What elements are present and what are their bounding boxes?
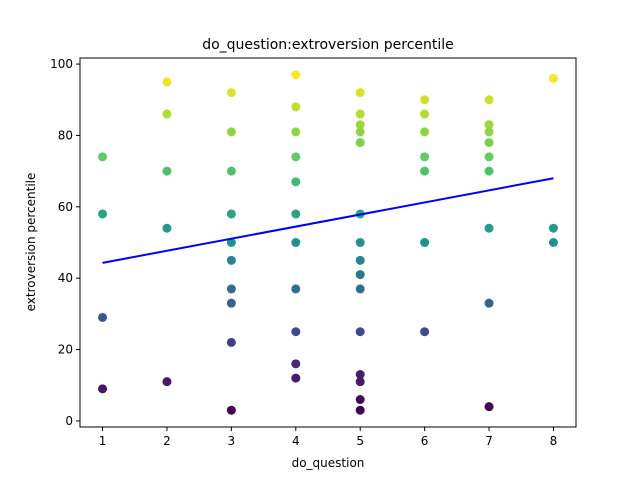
data-point xyxy=(226,284,236,294)
data-point xyxy=(548,73,558,83)
x-tick-label: 2 xyxy=(163,434,171,448)
data-point xyxy=(291,359,301,369)
data-point xyxy=(226,88,236,98)
data-point xyxy=(162,223,172,233)
x-tick-label: 6 xyxy=(421,434,429,448)
y-tick-label: 20 xyxy=(58,343,73,357)
data-point xyxy=(484,402,494,412)
data-point xyxy=(226,209,236,219)
data-point xyxy=(226,337,236,347)
data-point xyxy=(291,152,301,162)
data-point xyxy=(420,127,430,137)
y-axis-ticks: 0 20 40 60 80 100 xyxy=(50,57,80,428)
data-point xyxy=(291,284,301,294)
data-point xyxy=(98,384,108,394)
data-point xyxy=(162,77,172,87)
trendline-layer xyxy=(102,177,554,264)
data-point xyxy=(420,95,430,105)
data-point xyxy=(226,238,236,247)
data-point xyxy=(355,377,365,387)
data-point xyxy=(162,166,172,176)
plot-frame xyxy=(79,57,577,428)
x-tick-label: 5 xyxy=(356,434,364,448)
data-point xyxy=(291,102,301,112)
data-point xyxy=(226,255,236,265)
data-point xyxy=(291,238,301,247)
data-point xyxy=(226,166,236,176)
data-point xyxy=(355,88,365,98)
data-point xyxy=(355,370,365,380)
data-point xyxy=(162,377,172,387)
data-point xyxy=(355,109,365,119)
data-point xyxy=(484,223,494,233)
y-tick-label: 60 xyxy=(58,200,73,214)
x-tick-label: 4 xyxy=(292,434,300,448)
data-point xyxy=(484,138,494,148)
data-point xyxy=(355,327,365,337)
y-axis-label: extroversion percentile xyxy=(24,173,38,312)
data-point xyxy=(484,298,494,308)
data-point xyxy=(355,127,365,137)
x-tick-label: 8 xyxy=(550,434,558,448)
y-tick-label: 100 xyxy=(50,57,73,71)
data-point xyxy=(226,405,236,415)
data-point xyxy=(484,127,494,137)
data-point xyxy=(291,327,301,337)
chart-title: do_question:extroversion percentile xyxy=(202,37,454,53)
data-point xyxy=(420,166,430,176)
data-point xyxy=(355,405,365,415)
data-point xyxy=(98,152,108,162)
y-tick-label: 0 xyxy=(65,414,73,428)
data-point xyxy=(98,312,108,322)
trend-line xyxy=(102,177,554,264)
data-point xyxy=(98,209,108,219)
data-point xyxy=(355,270,365,280)
data-point xyxy=(162,109,172,119)
x-axis-label: do_question xyxy=(292,456,365,470)
data-point xyxy=(291,127,301,137)
data-point xyxy=(420,152,430,162)
data-point xyxy=(420,327,430,337)
data-point xyxy=(291,209,301,219)
data-point xyxy=(291,177,301,187)
x-tick-label: 3 xyxy=(228,434,236,448)
data-point xyxy=(484,95,494,105)
data-point xyxy=(484,120,494,130)
data-point xyxy=(355,120,365,130)
data-point xyxy=(226,298,236,308)
data-point xyxy=(420,109,430,119)
data-points xyxy=(98,70,558,415)
data-point xyxy=(355,395,365,405)
data-point xyxy=(548,238,558,247)
data-point xyxy=(355,255,365,265)
data-point xyxy=(355,284,365,294)
data-point xyxy=(548,223,558,233)
data-point xyxy=(484,152,494,162)
y-tick-label: 80 xyxy=(58,128,73,142)
data-point xyxy=(291,373,301,383)
x-tick-label: 1 xyxy=(99,434,107,448)
data-point xyxy=(291,70,301,80)
data-point xyxy=(420,238,430,247)
data-point xyxy=(355,138,365,148)
data-point xyxy=(226,127,236,137)
data-point xyxy=(355,238,365,247)
x-axis-ticks: 1 2 3 4 5 6 7 8 xyxy=(99,427,558,448)
x-tick-label: 7 xyxy=(485,434,493,448)
y-tick-label: 40 xyxy=(58,271,73,285)
data-point xyxy=(484,166,494,176)
